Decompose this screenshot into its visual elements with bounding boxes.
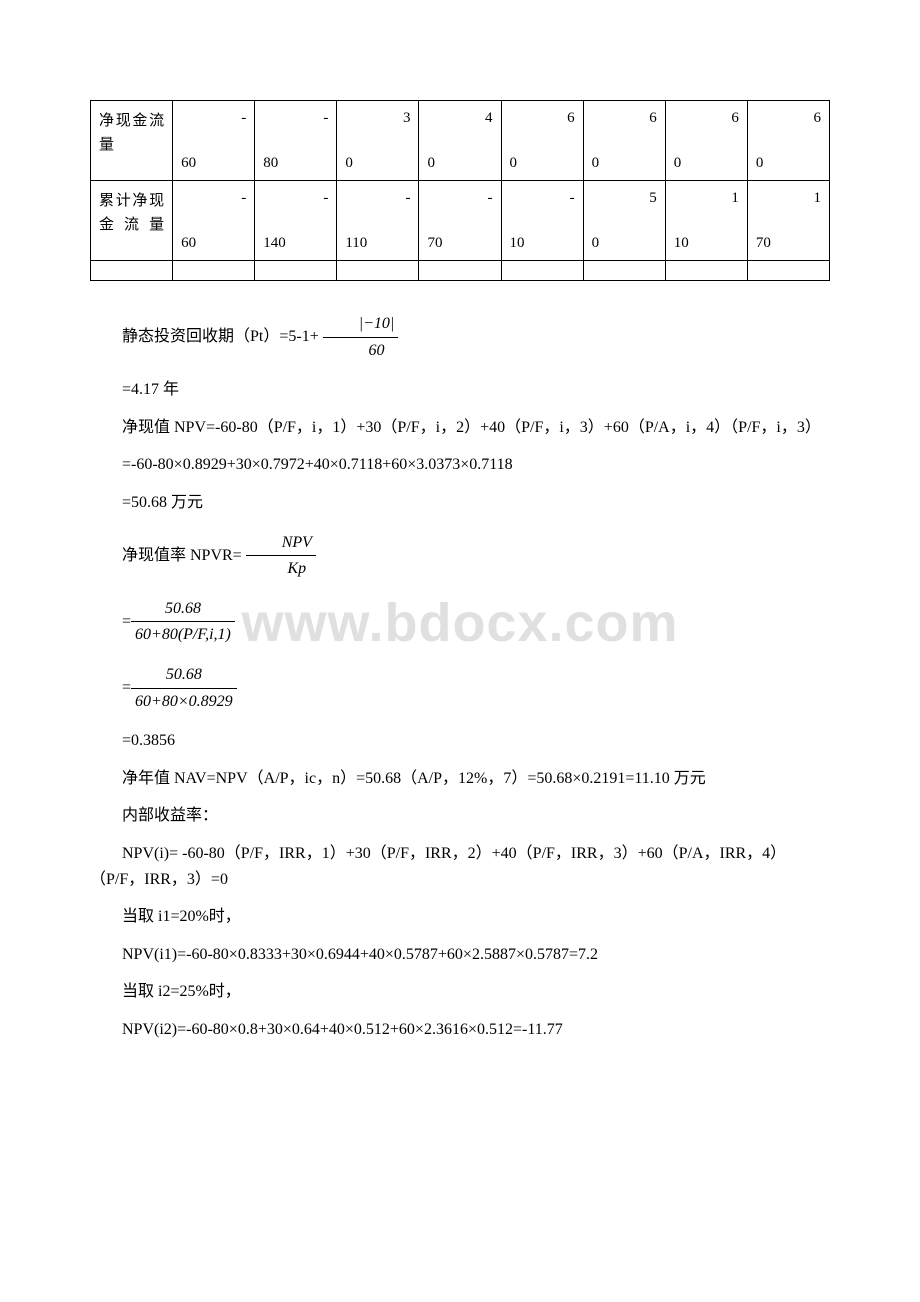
npvr-result: =0.3856	[90, 728, 830, 754]
frac-den: 60	[323, 338, 399, 364]
eq-sign: =	[122, 613, 131, 630]
npvr-line: 净现值率 NPVR= NPV Kp	[90, 530, 830, 582]
cell-bottom: 60	[181, 231, 196, 255]
payback-prefix: 静态投资回收期（Pt）=5-1+	[122, 328, 319, 345]
fraction-step1: 50.68 60+80(P/F,i,1)	[131, 596, 235, 648]
npvr-step2: = 50.68 60+80×0.8929	[122, 662, 830, 714]
table-row-net-cash: 净现金流量 -60 -80 30 40 60 60 60 60	[91, 101, 830, 181]
irr-header: 内部收益率：	[90, 803, 830, 829]
irr-i1-label: 当取 i1=20%时，	[90, 904, 830, 930]
cell-bottom: 110	[345, 231, 367, 255]
cell-bottom: 0	[674, 151, 682, 175]
irr-i2-label: 当取 i2=25%时，	[90, 979, 830, 1005]
cell: - 140	[255, 181, 337, 261]
cell-top: 6	[649, 106, 657, 130]
cell: - 60	[173, 181, 255, 261]
cell-top: 6	[567, 106, 575, 130]
cell: 40	[419, 101, 501, 181]
cell-bottom: 60	[181, 151, 196, 175]
cell-top: 1	[731, 186, 739, 210]
cell-bottom: 0	[756, 151, 764, 175]
cell-bottom: 140	[263, 231, 286, 255]
cell-top: 3	[403, 106, 411, 130]
cell-top: -	[241, 186, 246, 210]
table-row-empty	[91, 261, 830, 281]
npv-result: =50.68 万元	[90, 490, 830, 516]
cell-bottom: 0	[510, 151, 518, 175]
eq-sign: =	[122, 679, 131, 696]
row-header-net: 净现金流量	[91, 101, 173, 181]
table-row-cumulative: 累计净现金流量 -60 -140 -110 -70 -10 50 110 170	[91, 181, 830, 261]
cell-top: -	[405, 186, 410, 210]
cell-bottom: 80	[263, 151, 278, 175]
cell: - 110	[337, 181, 419, 261]
cell: - 60	[173, 101, 255, 181]
cell-bottom: 0	[592, 231, 600, 255]
fraction-step2: 50.68 60+80×0.8929	[131, 662, 237, 714]
npv-calc: =-60-80×0.8929+30×0.7972+40×0.7118+60×3.…	[90, 452, 830, 478]
irr-formula: NPV(i)= -60-80（P/F，IRR，1）+30（P/F，IRR，2）+…	[90, 841, 830, 892]
cell-bottom: 0	[427, 151, 435, 175]
cell: 60	[583, 101, 665, 181]
cell-bottom: 70	[427, 231, 442, 255]
document-content: 净现金流量 -60 -80 30 40 60 60 60 60 累计净现金流量 …	[90, 100, 830, 1042]
cell: 60	[501, 101, 583, 181]
cell-top: 5	[649, 186, 657, 210]
frac-num: 50.68	[131, 662, 237, 689]
cell: 60	[665, 101, 747, 181]
frac-num: 50.68	[131, 596, 235, 623]
cell-top: 6	[814, 106, 822, 130]
frac-num: NPV	[246, 530, 316, 557]
frac-den: 60+80×0.8929	[131, 689, 237, 715]
cell-top: 4	[485, 106, 493, 130]
fraction-npvr: NPV Kp	[246, 530, 316, 582]
cell-top: -	[570, 186, 575, 210]
cell-bottom: 0	[345, 151, 353, 175]
npvr-step1: = 50.68 60+80(P/F,i,1)	[122, 596, 830, 648]
frac-den: 60+80(P/F,i,1)	[131, 622, 235, 648]
cell-bottom: 0	[592, 151, 600, 175]
row-header-cumulative: 累计净现金流量	[91, 181, 173, 261]
cell-top: 6	[731, 106, 739, 130]
npvr-prefix: 净现值率 NPVR=	[122, 546, 242, 563]
cell-top: -	[488, 186, 493, 210]
npv-formula: 净现值 NPV=-60-80（P/F，i，1）+30（P/F，i，2）+40（P…	[90, 415, 830, 441]
payback-result: =4.17 年	[90, 377, 830, 403]
cell: - 70	[419, 181, 501, 261]
cell: 30	[337, 101, 419, 181]
cell: 60	[747, 101, 829, 181]
nav-line: 净年值 NAV=NPV（A/P，ic，n）=50.68（A/P，12%，7）=5…	[90, 766, 830, 792]
fraction-payback: |−10| 60	[323, 311, 399, 363]
cell-top: -	[323, 106, 328, 130]
cell-top: -	[241, 106, 246, 130]
cell: - 10	[501, 181, 583, 261]
frac-num: |−10|	[323, 311, 399, 338]
cell: 50	[583, 181, 665, 261]
cell-bottom: 10	[674, 231, 689, 255]
cell-bottom: 70	[756, 231, 771, 255]
payback-period-line: 静态投资回收期（Pt）=5-1+ |−10| 60	[90, 311, 830, 363]
cell: 1 10	[665, 181, 747, 261]
cell-bottom: 10	[510, 231, 525, 255]
irr-i2-calc: NPV(i2)=-60-80×0.8+30×0.64+40×0.512+60×2…	[90, 1017, 830, 1043]
frac-den: Kp	[246, 556, 316, 582]
cashflow-table: 净现金流量 -60 -80 30 40 60 60 60 60 累计净现金流量 …	[90, 100, 830, 281]
irr-i1-calc: NPV(i1)=-60-80×0.8333+30×0.6944+40×0.578…	[90, 942, 830, 968]
cell: - 80	[255, 101, 337, 181]
cell: 1 70	[747, 181, 829, 261]
cell-top: 1	[814, 186, 822, 210]
cell-top: -	[323, 186, 328, 210]
